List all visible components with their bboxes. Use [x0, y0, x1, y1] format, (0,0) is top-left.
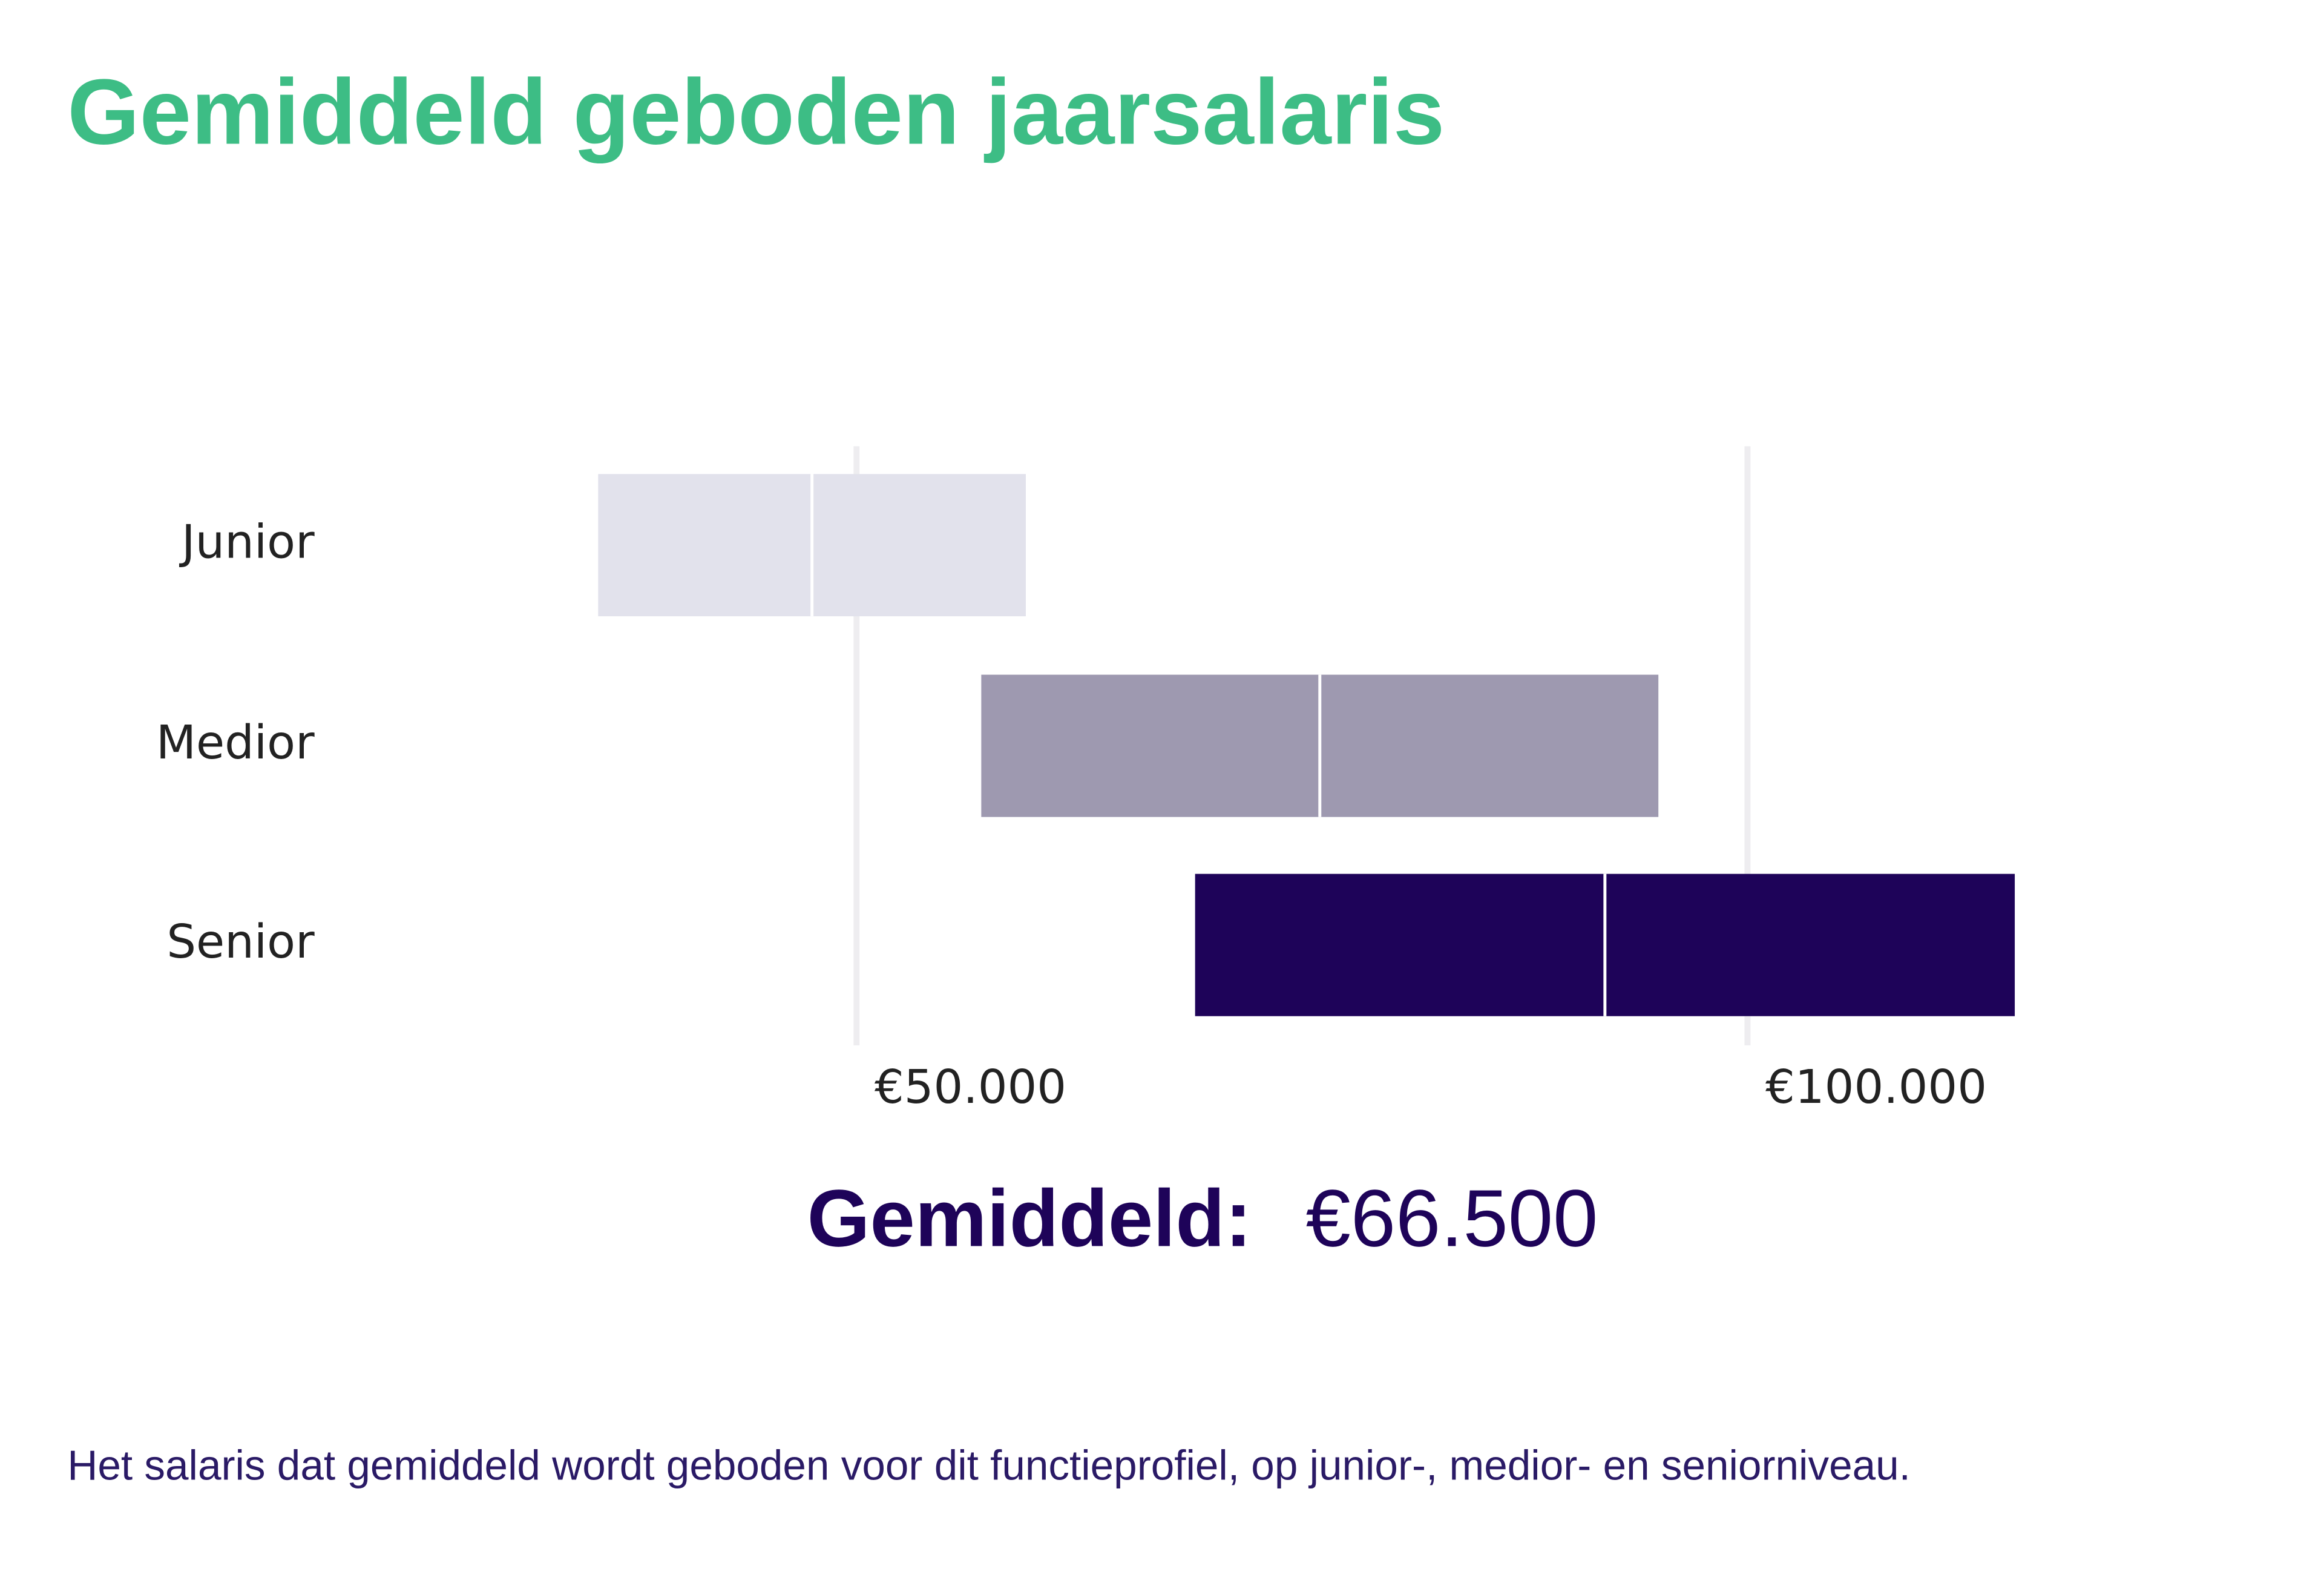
- footnote: Het salaris dat gemiddeld wordt geboden …: [67, 1441, 1911, 1488]
- range-upper: [1604, 873, 2015, 1016]
- x-tick-label: €50.000: [875, 1061, 1066, 1114]
- category-label: Senior: [166, 915, 315, 969]
- chart-title: Gemiddeld geboden jaarsalaris: [67, 60, 1445, 164]
- x-tick-label: €100.000: [1765, 1061, 1987, 1114]
- category-label: Medior: [156, 716, 315, 770]
- category-label: Junior: [179, 516, 315, 570]
- range-lower: [598, 474, 812, 617]
- range-lower: [981, 674, 1320, 817]
- average-value: €66.500: [1306, 1174, 1598, 1264]
- range-lower: [1195, 873, 1605, 1016]
- range-upper: [812, 474, 1026, 617]
- average-label: Gemiddeld:: [807, 1174, 1252, 1264]
- range-upper: [1319, 674, 1659, 817]
